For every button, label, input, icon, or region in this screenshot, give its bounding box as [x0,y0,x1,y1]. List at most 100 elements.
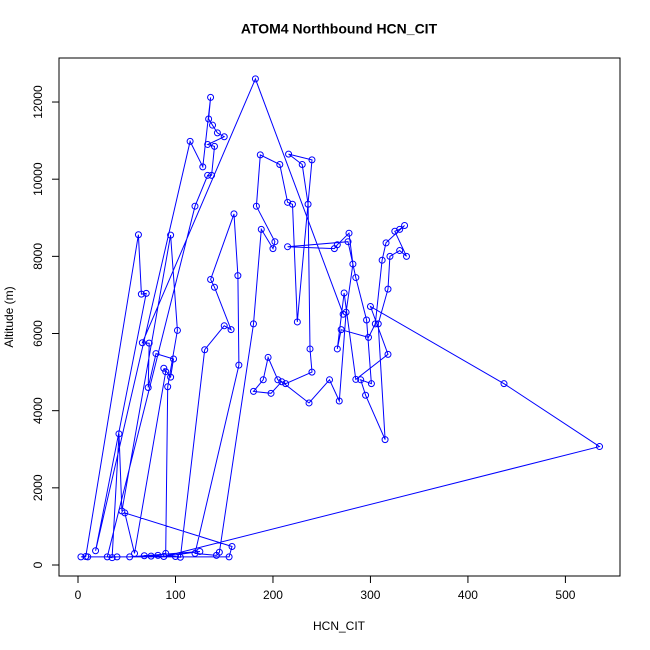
data-point [396,247,404,255]
y-tick-label: 0 [31,561,45,568]
data-point [235,361,243,369]
data-point [207,93,215,101]
data-point [337,326,345,334]
data-point [210,283,218,291]
data-point [220,133,228,141]
data-point [176,553,184,561]
data-point [371,320,379,328]
data-point [352,375,360,383]
data-point [365,333,373,341]
data-point [162,368,170,376]
data-point [330,245,338,253]
y-tick-label: 10000 [31,162,45,196]
data-point [382,239,390,247]
data-point [108,554,116,562]
data-point [276,161,284,169]
y-tick-label: 4000 [31,397,45,424]
data-point [352,274,360,282]
data-point [357,376,365,384]
data-point [257,225,265,233]
data-point [234,272,242,280]
data-point [362,391,370,399]
data-point [77,553,85,561]
data-point [269,245,277,253]
data-point [204,140,212,148]
x-tick-label: 0 [75,588,82,602]
data-point [160,553,168,561]
data-point [213,129,221,137]
data-point [333,345,341,353]
data-point [131,549,139,557]
plot-frame [58,57,621,577]
data-point [230,210,238,218]
x-tick-label: 200 [263,588,283,602]
data-point [164,383,172,391]
x-tick-label: 500 [555,588,575,602]
data-point [220,322,228,330]
data-point [225,553,233,561]
data-point [278,378,286,386]
data-point [160,364,168,372]
data-point [282,380,290,388]
data-point [140,552,148,560]
data-point [344,238,352,246]
data-point [326,376,334,384]
y-tick-label: 2000 [31,474,45,501]
data-point [228,542,236,550]
data-point [274,376,282,384]
data-point [113,553,121,561]
data-point [386,252,394,260]
y-tick-label: 6000 [31,320,45,347]
data-point [92,547,100,555]
data-point [271,238,279,246]
data-point [349,260,357,268]
data-point [196,548,204,556]
data-point [142,289,150,297]
y-axis-label: Altitude (m) [2,286,16,347]
data-point [306,345,314,353]
data-point [144,384,152,392]
data-point [284,243,292,251]
data-point [191,202,199,210]
x-tick-label: 400 [458,588,478,602]
data-point [249,320,257,328]
data-point [264,353,272,361]
x-tick-label: 100 [165,588,185,602]
data-point [126,553,134,561]
data-point [167,373,175,381]
x-tick-label: 300 [360,588,380,602]
data-point [384,350,392,358]
data-point [173,326,181,334]
data-point [396,225,404,233]
data-point [167,231,175,239]
data-point [335,397,343,405]
data-point [403,252,411,260]
data-point [298,161,306,169]
data-point [210,142,218,150]
data-point [252,202,260,210]
data-point [186,137,194,145]
data-point [147,552,155,560]
data-point [121,509,129,517]
data-point [170,355,178,363]
data-point [259,376,267,384]
x-axis-label: HCN_CIT [313,619,366,633]
data-point [249,387,257,395]
data-point [384,285,392,293]
data-point [134,231,142,239]
data-point [367,380,375,388]
data-point [378,256,386,264]
data-point [205,115,213,123]
data-point [374,320,382,328]
data-point [366,303,374,311]
data-point [204,171,212,179]
data-point [145,339,153,347]
data-point [285,150,293,158]
data-point [137,290,145,298]
data-point [103,553,111,561]
data-point [340,289,348,297]
data-point [308,156,316,164]
data-point [381,436,389,444]
data-point [293,318,301,326]
